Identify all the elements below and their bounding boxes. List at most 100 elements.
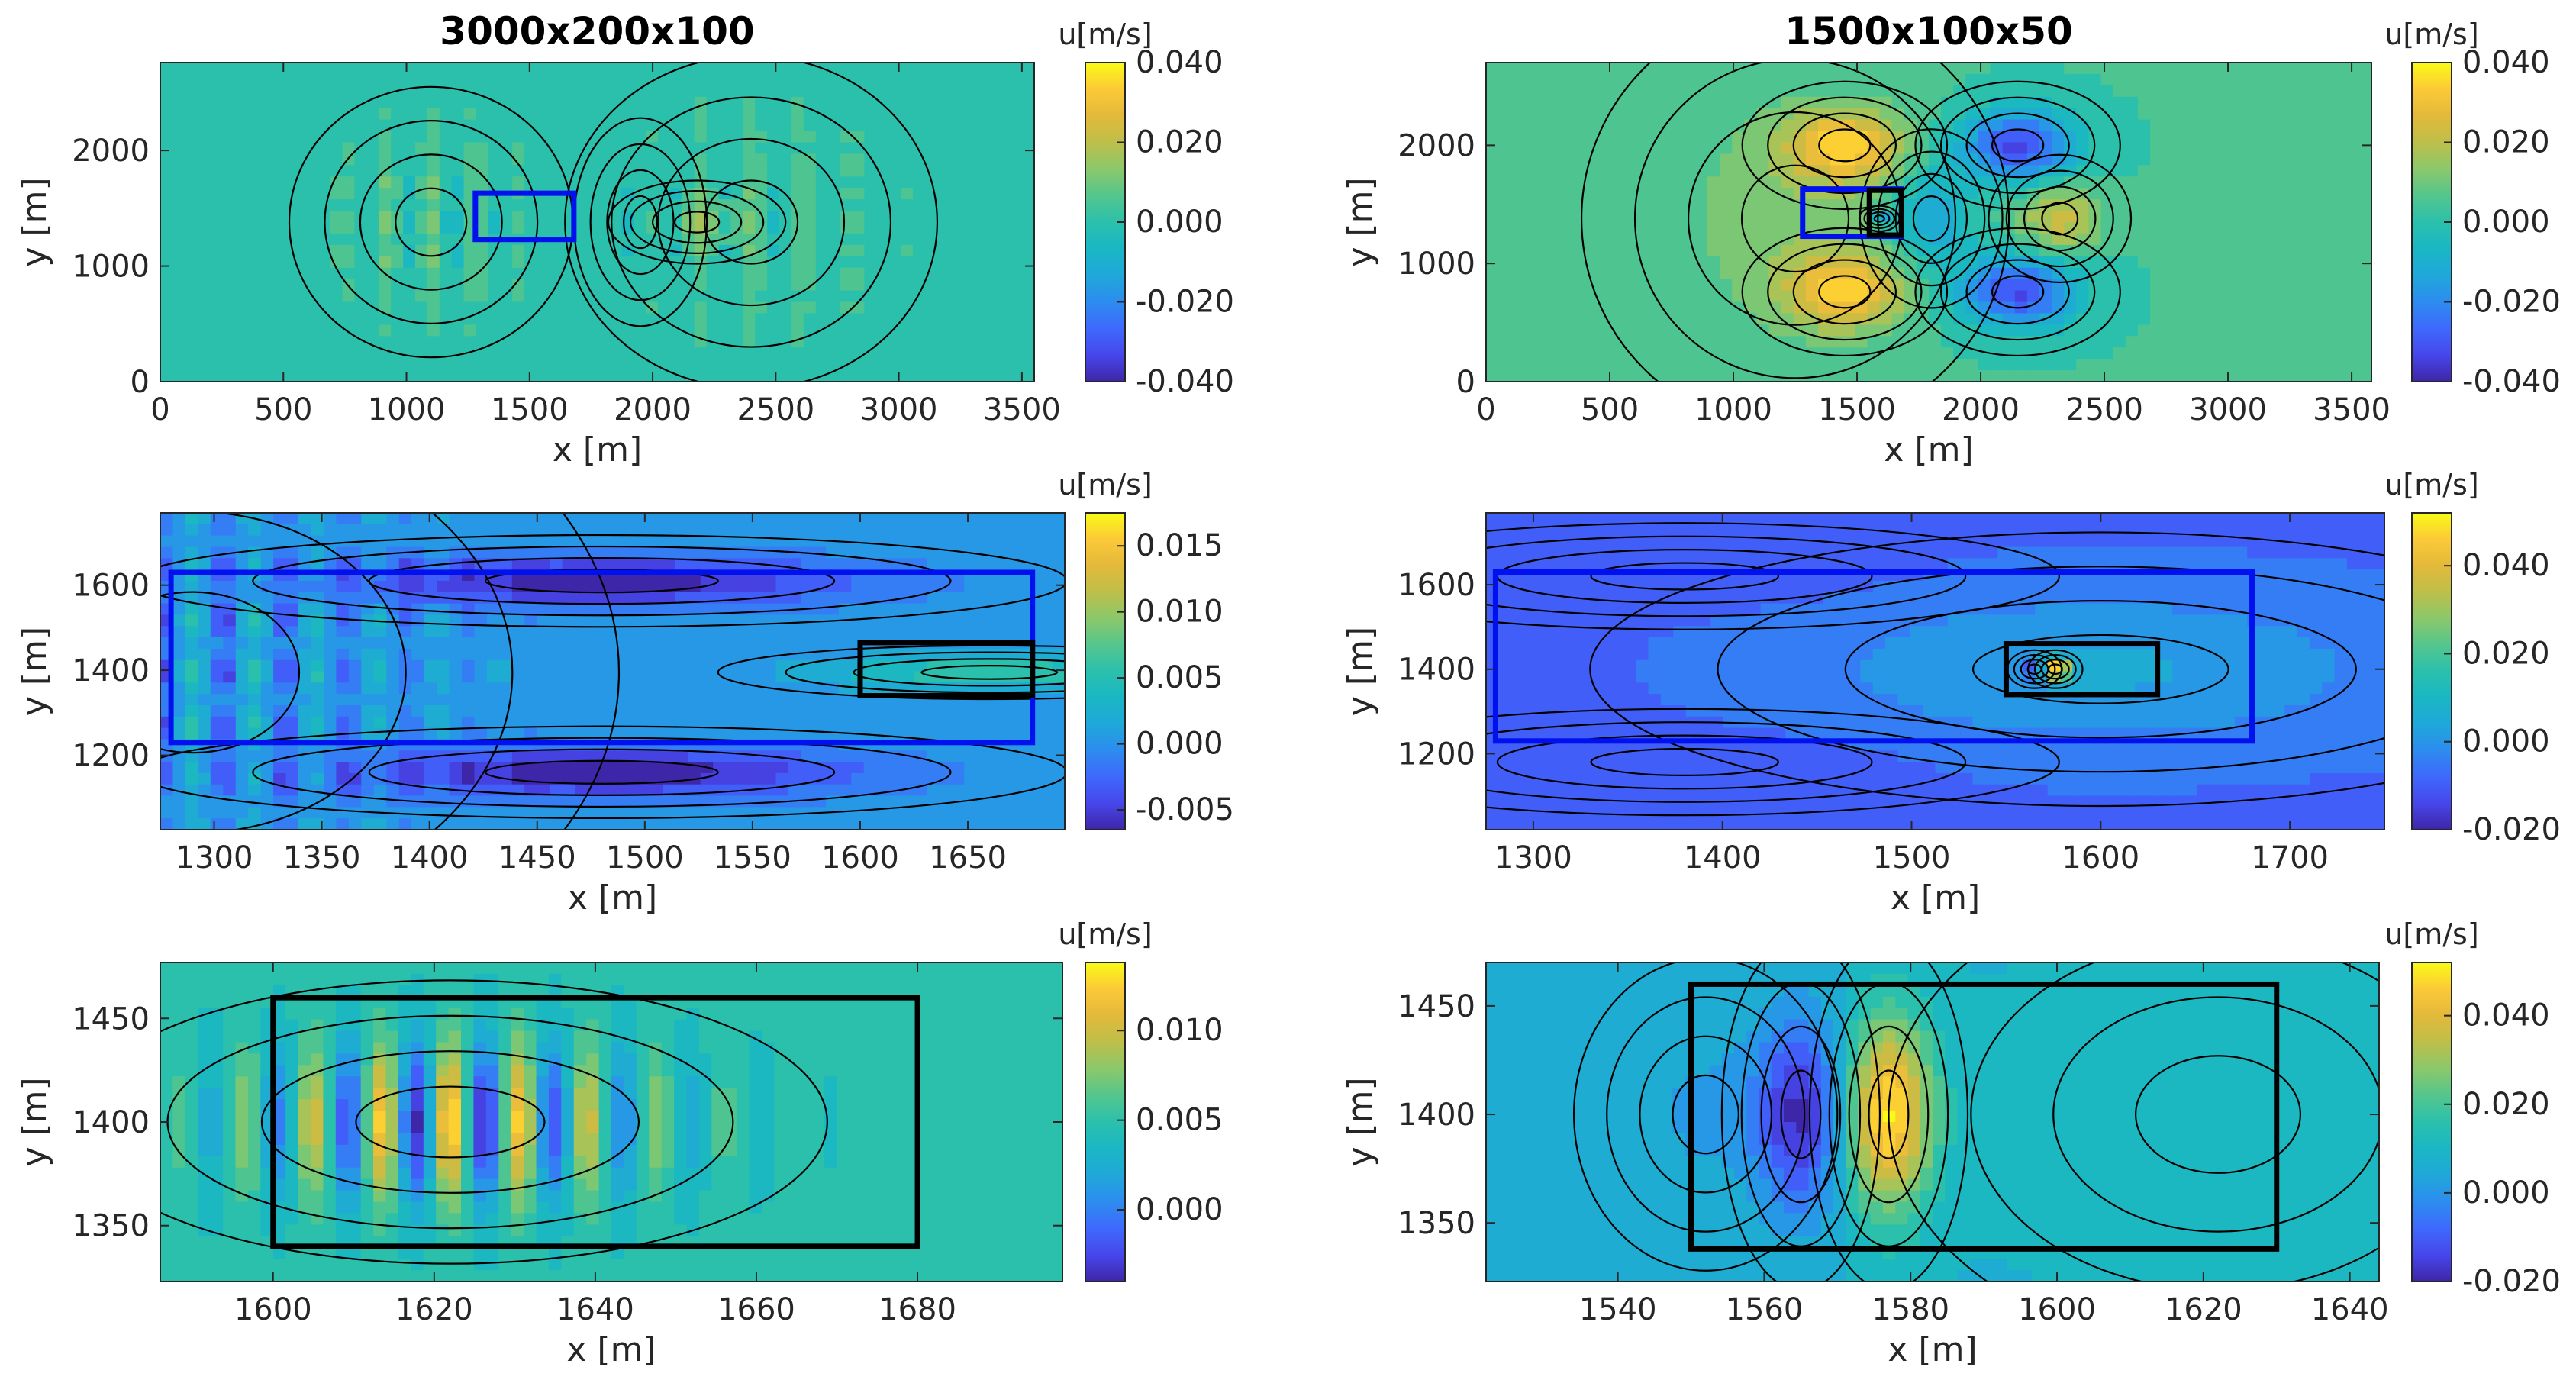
contour-cell — [1732, 176, 1745, 189]
contour-cell — [198, 637, 211, 650]
contour-cell — [913, 359, 926, 371]
contour-cell — [282, 73, 295, 86]
contour-cell — [755, 279, 768, 292]
contour-cell — [403, 347, 416, 359]
contour-line — [1877, 150, 1986, 287]
contour-cell — [2150, 233, 2163, 246]
contour-cell — [1547, 85, 1561, 98]
contour-cell — [451, 244, 465, 257]
contour-cell — [415, 108, 428, 121]
contour-cell — [560, 359, 574, 371]
contour-cell — [172, 682, 186, 695]
contour-cell — [876, 370, 889, 382]
contour-cell — [2236, 73, 2249, 86]
contour-cell — [585, 73, 598, 86]
contour-cell — [961, 347, 975, 359]
contour-cell — [2223, 347, 2237, 359]
contour-cell — [185, 659, 199, 672]
contour-cell — [924, 324, 938, 337]
contour-cell — [257, 370, 270, 382]
contour-cell — [2137, 108, 2151, 121]
contour-cell — [500, 290, 513, 303]
contour-cell — [1916, 73, 1930, 86]
contour-cell — [2150, 96, 2163, 109]
contour-cell — [451, 336, 465, 348]
contour-cell — [1929, 347, 1942, 359]
contour-cell — [2346, 267, 2360, 280]
contour-cell — [1547, 73, 1561, 86]
contour-cell — [437, 694, 450, 706]
contour-cell — [1498, 153, 1511, 166]
contour-cell — [1756, 199, 1770, 211]
contour-cell — [198, 513, 211, 525]
contour-cell — [998, 85, 1011, 98]
contour-cell — [172, 772, 186, 785]
contour-cell — [2211, 233, 2225, 246]
contour-cell — [658, 63, 671, 75]
contour-cell — [743, 119, 756, 132]
contour-cell — [1584, 244, 1598, 257]
contour-cell — [524, 267, 537, 280]
contour-cell — [1720, 222, 1733, 234]
contour-cell — [1498, 359, 1511, 371]
contour-cell — [1720, 73, 1733, 86]
contour-cell — [1535, 165, 1549, 177]
contour-cell — [245, 176, 258, 189]
contour-line — [1740, 164, 1850, 273]
contour-cell — [597, 108, 611, 121]
contour-cell — [463, 108, 477, 121]
contour-cell — [311, 671, 324, 683]
contour-cell — [2223, 176, 2237, 189]
contour-cell — [1707, 131, 1720, 143]
contour-cell — [2261, 267, 2274, 280]
contour-cell — [366, 188, 379, 200]
contour-cell — [210, 727, 224, 740]
contour-cell — [2248, 370, 2262, 382]
contour-cell — [293, 131, 307, 143]
contour-cell — [961, 313, 975, 325]
contour-cell — [512, 176, 525, 189]
contour-cell — [2310, 313, 2323, 325]
contour-cell — [1682, 359, 1696, 371]
contour-cell — [2322, 63, 2336, 75]
contour-cell — [269, 108, 282, 121]
contour-cell — [379, 199, 392, 211]
contour-cell — [961, 359, 975, 371]
contour-cell — [373, 558, 387, 570]
contour-cell — [2150, 336, 2163, 348]
contour-cell — [2322, 188, 2336, 200]
contour-cell — [2273, 73, 2286, 86]
contour-cell — [500, 244, 513, 257]
contour-cell — [852, 324, 866, 337]
contour-cell — [1682, 370, 1696, 382]
contour-cell — [336, 524, 350, 537]
contour-cell — [815, 188, 829, 200]
contour-cell — [1597, 142, 1610, 155]
contour-cell — [248, 592, 262, 605]
contour-cell — [658, 222, 671, 234]
contour-cell — [437, 626, 450, 638]
contour-cell — [373, 603, 387, 616]
contour-cell — [172, 705, 186, 717]
contour-cell — [2125, 244, 2139, 257]
contour-cell — [160, 188, 173, 200]
contour-cell — [379, 96, 392, 109]
contour-cell — [336, 513, 350, 525]
contour-cell — [398, 762, 412, 774]
contour-cell — [361, 682, 375, 695]
contour-cell — [1559, 131, 1573, 143]
contour-cell — [2150, 119, 2163, 132]
contour-cell — [548, 96, 562, 109]
contour-cell — [815, 244, 829, 257]
contour-cell — [305, 199, 319, 211]
contour-cell — [852, 119, 866, 132]
contour-cell — [1633, 301, 1647, 314]
contour-cell — [342, 359, 356, 371]
contour-cell — [2346, 233, 2360, 246]
contour-cell — [449, 716, 463, 729]
contour-cell — [1707, 336, 1720, 348]
contour-cell — [2014, 63, 2028, 75]
colorbar-tick-label: -0.040 — [1136, 364, 1234, 399]
contour-cell — [437, 682, 450, 695]
contour-cell — [815, 359, 829, 371]
